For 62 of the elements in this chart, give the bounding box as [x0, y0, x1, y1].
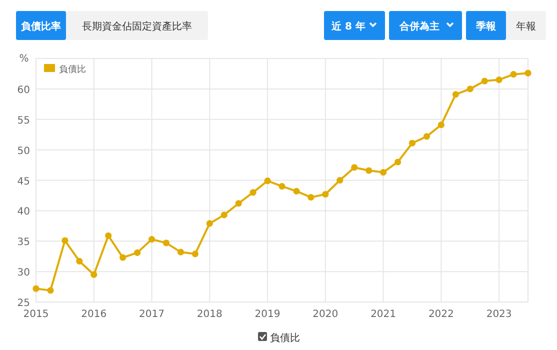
y-tick-label: 50 [17, 146, 30, 157]
point [496, 76, 502, 84]
point [264, 178, 271, 184]
point [162, 240, 170, 246]
y-tick-label: 30 [17, 268, 30, 279]
x-tick-label: 2017 [139, 309, 164, 320]
y-tick-label: 60 [17, 84, 30, 96]
x-tick-label: 2020 [312, 309, 338, 320]
x-tick-label: 2016 [81, 309, 107, 320]
point [235, 200, 242, 207]
point [206, 220, 213, 227]
x-tick-label: 2022 [428, 309, 454, 320]
button: 近 8 年 [324, 11, 385, 40]
point [134, 249, 141, 256]
x-tick-label: 2018 [196, 309, 222, 320]
point [293, 188, 300, 195]
point [308, 194, 314, 201]
point [408, 140, 416, 146]
point [47, 287, 54, 294]
point [220, 212, 228, 218]
y-tick-label: 25 [17, 298, 30, 309]
point [394, 158, 402, 166]
point [148, 236, 156, 243]
y-tick-label: 45 [17, 176, 30, 188]
point [524, 70, 532, 76]
y-axis-title: % [19, 54, 29, 64]
point [438, 122, 444, 128]
point [105, 232, 112, 239]
point [510, 71, 517, 78]
point [120, 254, 126, 261]
point [336, 176, 344, 184]
legend: 負債比 [44, 64, 86, 75]
point [466, 86, 474, 92]
point [322, 190, 329, 198]
button: 年報 [506, 11, 546, 40]
point [423, 133, 430, 140]
y-tick-label: 35 [17, 237, 30, 248]
x-tick-label: 2015 [23, 309, 49, 320]
button: 負債比率 [16, 11, 66, 40]
point [192, 250, 198, 258]
point [76, 258, 83, 265]
button: 季報 [466, 11, 506, 40]
y-tick-label: 40 [17, 206, 30, 218]
point [481, 78, 488, 84]
point [278, 183, 286, 190]
legend-label: 負債比 [59, 64, 86, 75]
y-tick-label: 55 [17, 115, 30, 126]
point [177, 248, 184, 256]
x-tick-label: 2023 [486, 309, 512, 320]
x-tick-label: 2019 [254, 309, 280, 320]
point [32, 285, 40, 292]
point [366, 167, 372, 174]
point [380, 169, 387, 176]
point [351, 164, 358, 171]
point [90, 271, 98, 278]
legend-toggle: 負債比 [258, 332, 300, 344]
button: 合併為主 [389, 11, 462, 40]
point [250, 189, 256, 196]
point [452, 91, 459, 98]
point [62, 237, 68, 244]
x-tick-label: 2021 [370, 309, 396, 320]
button: 長期資金佔固定資產比率 [66, 11, 208, 40]
